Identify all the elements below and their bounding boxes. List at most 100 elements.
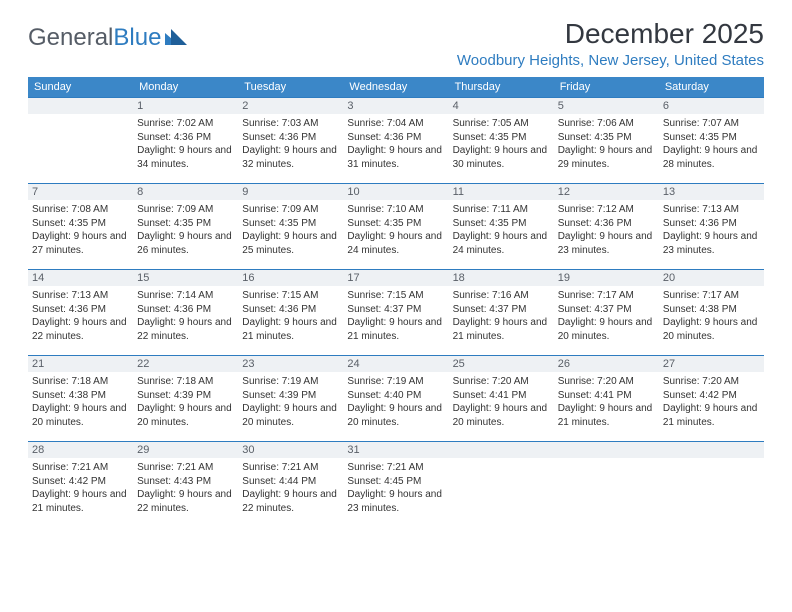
daylight-text: Daylight: 9 hours and 20 minutes. [347,402,444,429]
day-number: 13 [659,184,764,200]
daylight-text: Daylight: 9 hours and 20 minutes. [663,316,760,343]
day-number: 28 [28,442,133,458]
day-number: 12 [554,184,659,200]
day-number: 27 [659,356,764,372]
calendar-week-row: 28Sunrise: 7:21 AMSunset: 4:42 PMDayligh… [28,442,764,528]
daylight-text: Daylight: 9 hours and 21 minutes. [558,402,655,429]
calendar-day-cell: 30Sunrise: 7:21 AMSunset: 4:44 PMDayligh… [238,442,343,528]
sunset-text: Sunset: 4:41 PM [558,389,655,403]
day-number: 19 [554,270,659,286]
day-number: 24 [343,356,448,372]
calendar-day-cell: 28Sunrise: 7:21 AMSunset: 4:42 PMDayligh… [28,442,133,528]
calendar-day-cell: 31Sunrise: 7:21 AMSunset: 4:45 PMDayligh… [343,442,448,528]
sunrise-text: Sunrise: 7:18 AM [32,375,129,389]
sunset-text: Sunset: 4:35 PM [558,131,655,145]
calendar-day-cell: 22Sunrise: 7:18 AMSunset: 4:39 PMDayligh… [133,356,238,442]
daylight-text: Daylight: 9 hours and 23 minutes. [558,230,655,257]
calendar-day-cell [449,442,554,528]
calendar-day-cell: 18Sunrise: 7:16 AMSunset: 4:37 PMDayligh… [449,270,554,356]
day-number: 30 [238,442,343,458]
sunrise-text: Sunrise: 7:21 AM [32,461,129,475]
day-header: Monday [133,77,238,98]
sunset-text: Sunset: 4:38 PM [663,303,760,317]
sunrise-text: Sunrise: 7:16 AM [453,289,550,303]
calendar-day-cell: 1Sunrise: 7:02 AMSunset: 4:36 PMDaylight… [133,98,238,184]
sunset-text: Sunset: 4:36 PM [242,303,339,317]
daylight-text: Daylight: 9 hours and 23 minutes. [663,230,760,257]
calendar-day-cell: 12Sunrise: 7:12 AMSunset: 4:36 PMDayligh… [554,184,659,270]
daylight-text: Daylight: 9 hours and 25 minutes. [242,230,339,257]
day-number: 31 [343,442,448,458]
daylight-text: Daylight: 9 hours and 23 minutes. [347,488,444,515]
calendar-day-cell: 15Sunrise: 7:14 AMSunset: 4:36 PMDayligh… [133,270,238,356]
calendar-day-cell: 4Sunrise: 7:05 AMSunset: 4:35 PMDaylight… [449,98,554,184]
day-number: 21 [28,356,133,372]
sunset-text: Sunset: 4:35 PM [347,217,444,231]
daylight-text: Daylight: 9 hours and 20 minutes. [453,402,550,429]
sunrise-text: Sunrise: 7:21 AM [242,461,339,475]
sunrise-text: Sunrise: 7:08 AM [32,203,129,217]
day-header: Saturday [659,77,764,98]
calendar-day-cell: 5Sunrise: 7:06 AMSunset: 4:35 PMDaylight… [554,98,659,184]
daylight-text: Daylight: 9 hours and 27 minutes. [32,230,129,257]
page-header: GeneralBlue December 2025 Woodbury Heigh… [28,18,764,69]
day-number: 5 [554,98,659,114]
sunset-text: Sunset: 4:35 PM [453,217,550,231]
calendar-day-cell: 14Sunrise: 7:13 AMSunset: 4:36 PMDayligh… [28,270,133,356]
day-number: 20 [659,270,764,286]
sunrise-text: Sunrise: 7:03 AM [242,117,339,131]
day-header: Tuesday [238,77,343,98]
sunrise-text: Sunrise: 7:12 AM [558,203,655,217]
daylight-text: Daylight: 9 hours and 20 minutes. [32,402,129,429]
daylight-text: Daylight: 9 hours and 28 minutes. [663,144,760,171]
daylight-text: Daylight: 9 hours and 22 minutes. [242,488,339,515]
day-header: Friday [554,77,659,98]
daylight-text: Daylight: 9 hours and 21 minutes. [453,316,550,343]
sunrise-text: Sunrise: 7:07 AM [663,117,760,131]
day-number: 11 [449,184,554,200]
calendar-day-cell: 11 Sunrise: 7:11 AMSunset: 4:35 PMDayligh… [449,184,554,270]
daylight-text: Daylight: 9 hours and 22 minutes. [32,316,129,343]
daylight-text: Daylight: 9 hours and 20 minutes. [137,402,234,429]
day-number [28,98,133,114]
day-number: 16 [238,270,343,286]
calendar-day-cell [554,442,659,528]
sunrise-text: Sunrise: 7:21 AM [137,461,234,475]
sunrise-text: Sunrise: 7:06 AM [558,117,655,131]
day-number: 7 [28,184,133,200]
sunrise-text: Sunrise: 7:17 AM [558,289,655,303]
sunset-text: Sunset: 4:42 PM [32,475,129,489]
sunrise-text: Sunrise: 7:20 AM [453,375,550,389]
day-number [554,442,659,458]
calendar-week-row: 1Sunrise: 7:02 AMSunset: 4:36 PMDaylight… [28,98,764,184]
day-number: 25 [449,356,554,372]
calendar-day-cell [659,442,764,528]
calendar-day-cell: 3Sunrise: 7:04 AMSunset: 4:36 PMDaylight… [343,98,448,184]
calendar-day-cell: 10Sunrise: 7:10 AMSunset: 4:35 PMDayligh… [343,184,448,270]
sunrise-text: Sunrise: 7:04 AM [347,117,444,131]
calendar-page: GeneralBlue December 2025 Woodbury Heigh… [0,0,792,546]
day-header: Thursday [449,77,554,98]
sunset-text: Sunset: 4:36 PM [32,303,129,317]
daylight-text: Daylight: 9 hours and 21 minutes. [347,316,444,343]
sunrise-text: Sunrise: 7:10 AM [347,203,444,217]
calendar-day-cell: 26Sunrise: 7:20 AMSunset: 4:41 PMDayligh… [554,356,659,442]
day-number: 8 [133,184,238,200]
sunrise-text: Sunrise: 7:02 AM [137,117,234,131]
calendar-day-cell: 19Sunrise: 7:17 AMSunset: 4:37 PMDayligh… [554,270,659,356]
calendar-day-cell: 17Sunrise: 7:15 AMSunset: 4:37 PMDayligh… [343,270,448,356]
calendar-day-cell: 23Sunrise: 7:19 AMSunset: 4:39 PMDayligh… [238,356,343,442]
month-title: December 2025 [457,18,764,50]
calendar-table: Sunday Monday Tuesday Wednesday Thursday… [28,77,764,528]
daylight-text: Daylight: 9 hours and 32 minutes. [242,144,339,171]
sunset-text: Sunset: 4:36 PM [137,303,234,317]
day-number [449,442,554,458]
sunrise-text: Sunrise: 7:20 AM [558,375,655,389]
daylight-text: Daylight: 9 hours and 31 minutes. [347,144,444,171]
calendar-day-cell: 7Sunrise: 7:08 AMSunset: 4:35 PMDaylight… [28,184,133,270]
location-text: Woodbury Heights, New Jersey, United Sta… [457,52,764,69]
sunset-text: Sunset: 4:45 PM [347,475,444,489]
daylight-text: Daylight: 9 hours and 24 minutes. [453,230,550,257]
calendar-day-cell: 2Sunrise: 7:03 AMSunset: 4:36 PMDaylight… [238,98,343,184]
sunrise-text: Sunrise: 7:11 AM [453,203,550,217]
